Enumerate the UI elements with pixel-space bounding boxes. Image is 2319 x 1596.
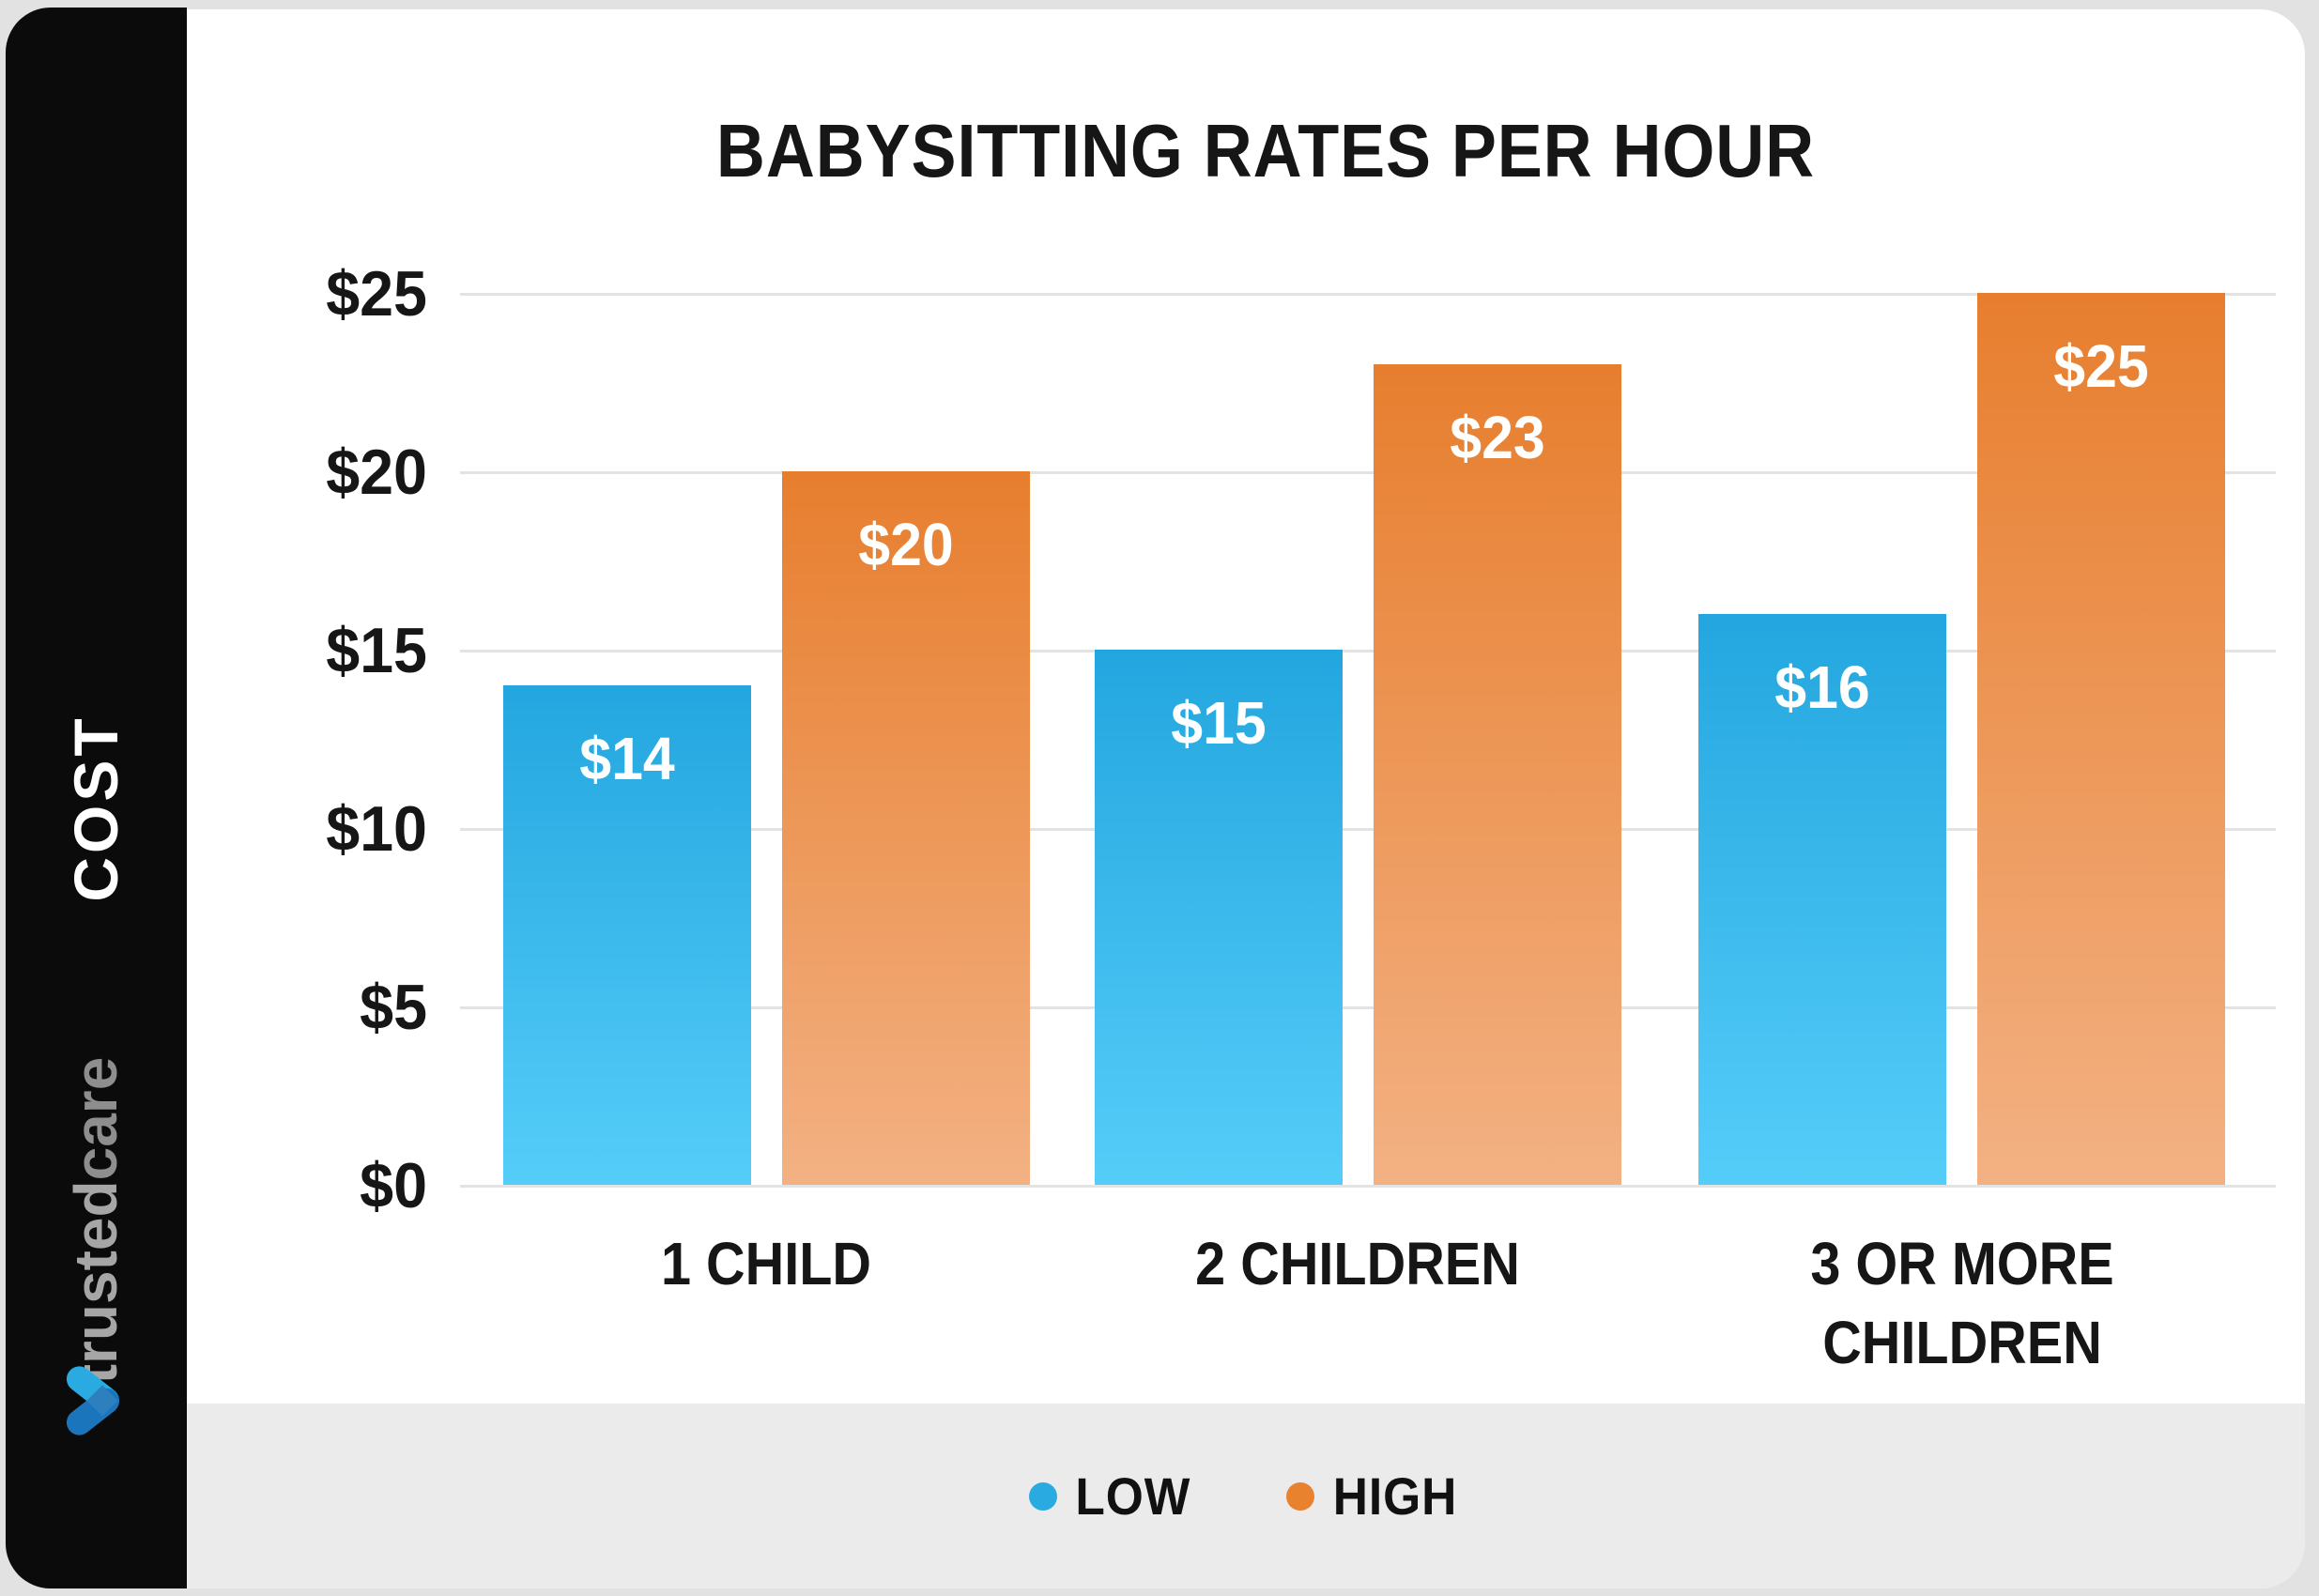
bar-high-group1: [782, 471, 1030, 1185]
legend-label: LOW: [1075, 1466, 1191, 1526]
bar-low-group3: [1698, 614, 1946, 1185]
bar-low-group1: [503, 685, 751, 1185]
bar-value-label: $25: [2053, 332, 2149, 400]
legend-item-high: HIGH: [1285, 1466, 1463, 1527]
brand-part-care: care: [62, 1056, 130, 1181]
bar-value-label: $15: [1171, 689, 1267, 757]
bar-high-group2: [1374, 364, 1621, 1185]
x-category-label: 1 CHILD: [660, 1230, 872, 1297]
y-tick-label: $20: [326, 437, 427, 508]
gridline-25: [460, 293, 2276, 296]
y-axis-label: COST: [61, 714, 131, 902]
bar-chart-plot-area: $25 $20 $15 $10 $5 $0 $14 $15 $16 $20 $23 $25 1 CHIL…: [187, 9, 2305, 1404]
gridline-5: [460, 1006, 2276, 1009]
brand-part-trusted: trusted: [62, 1180, 130, 1385]
bar-value-label: $23: [1450, 404, 1545, 471]
gridline-20: [460, 471, 2276, 474]
bar-low-group2: [1095, 650, 1343, 1185]
y-tick-label: $25: [326, 258, 427, 330]
bar-value-label: $16: [1774, 653, 1870, 721]
chart-title: BABYSITTING RATES PER HOUR: [715, 109, 1816, 192]
chart-card: BABYSITTING RATES PER HOUR $25 $20 $15 $10 $…: [187, 9, 2305, 1588]
y-tick-label: $10: [326, 793, 427, 865]
bar-value-label: $14: [579, 725, 675, 792]
legend-footer: LOW HIGH: [187, 1404, 2305, 1588]
bar-high-group3: [1977, 293, 2225, 1185]
legend-dot-icon: [1285, 1481, 1314, 1511]
y-tick-label: $0: [360, 1150, 427, 1221]
legend-dot-icon: [1029, 1481, 1058, 1511]
gridline-10: [460, 828, 2276, 831]
trustedcare-heart-logo-icon: [66, 1366, 119, 1435]
x-category-label: 2 CHILDREN: [1195, 1230, 1520, 1297]
gridline-0: [460, 1185, 2276, 1188]
x-category-label: 3 OR MORE CHILDREN: [1810, 1230, 2114, 1376]
gridline-15: [460, 650, 2276, 652]
bar-value-label: $20: [858, 511, 954, 578]
legend-item-low: LOW: [1029, 1466, 1196, 1527]
legend-label: HIGH: [1332, 1466, 1458, 1526]
y-tick-label: $15: [326, 615, 427, 686]
y-tick-label: $5: [360, 972, 427, 1043]
sidebar: COST trustedcare: [6, 8, 187, 1588]
